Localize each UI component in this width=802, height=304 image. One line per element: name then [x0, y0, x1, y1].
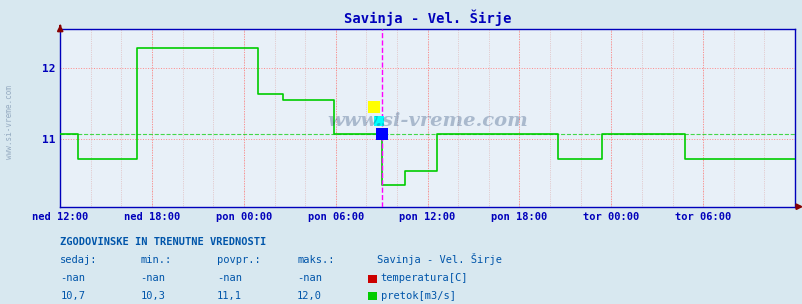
Text: www.si-vreme.com: www.si-vreme.com	[5, 85, 14, 159]
Text: pretok[m3/s]: pretok[m3/s]	[380, 291, 455, 301]
Text: -nan: -nan	[60, 273, 85, 283]
Text: min.:: min.:	[140, 255, 172, 265]
Text: temperatura[C]: temperatura[C]	[380, 273, 468, 283]
Text: 10,7: 10,7	[60, 291, 85, 301]
Text: ZGODOVINSKE IN TRENUTNE VREDNOSTI: ZGODOVINSKE IN TRENUTNE VREDNOSTI	[60, 237, 266, 247]
Text: 11,1: 11,1	[217, 291, 241, 301]
Text: 12,0: 12,0	[297, 291, 322, 301]
Text: maks.:: maks.:	[297, 255, 334, 265]
Text: 10,3: 10,3	[140, 291, 165, 301]
Text: -nan: -nan	[297, 273, 322, 283]
Text: -nan: -nan	[140, 273, 165, 283]
Text: www.si-vreme.com: www.si-vreme.com	[327, 112, 528, 130]
Text: -nan: -nan	[217, 273, 241, 283]
Text: povpr.:: povpr.:	[217, 255, 260, 265]
Text: Savinja - Vel. Širje: Savinja - Vel. Širje	[377, 253, 502, 265]
Text: sedaj:: sedaj:	[60, 255, 98, 265]
Title: Savinja - Vel. Širje: Savinja - Vel. Širje	[343, 10, 511, 26]
